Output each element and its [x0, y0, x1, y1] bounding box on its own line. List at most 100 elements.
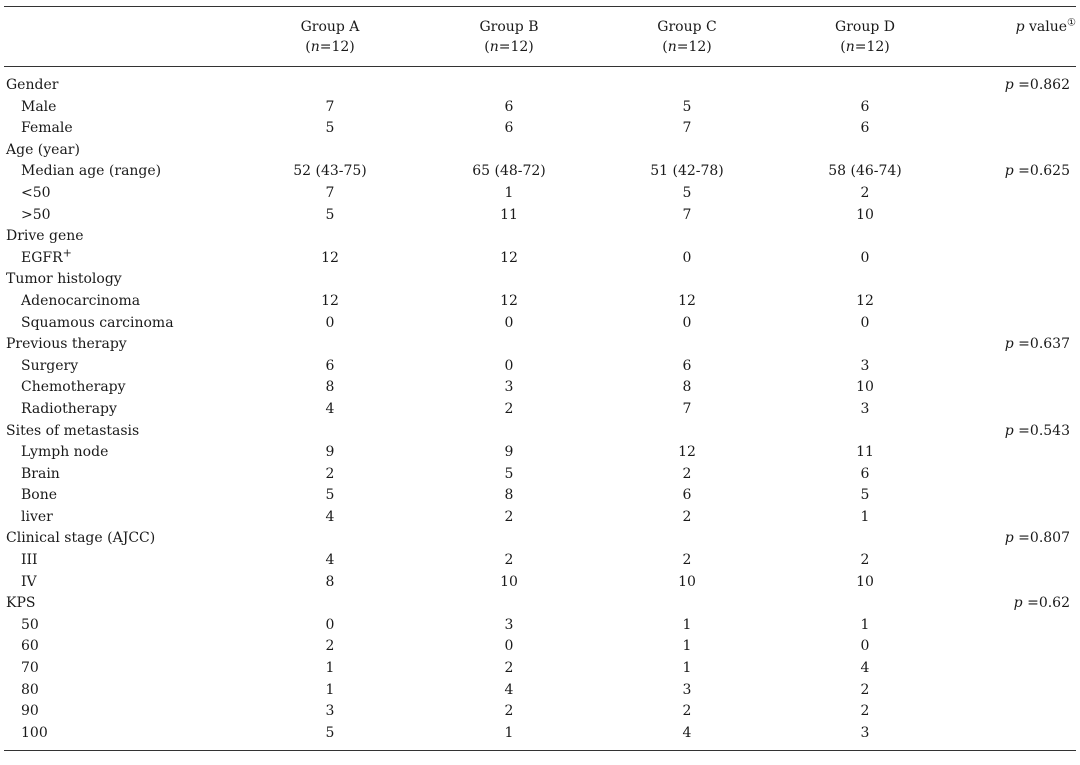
cell-group-c — [598, 593, 776, 615]
cell-p-value — [954, 636, 1076, 658]
cell-group-a: 5 — [325, 120, 335, 137]
cell-group-d: 2 — [860, 552, 870, 569]
cell-group-b: 5 — [504, 465, 514, 482]
cell-group-b: 0 — [504, 638, 514, 655]
footnote-mark: ① — [1067, 17, 1076, 29]
superscript-mark: + — [62, 246, 72, 260]
row-label: Adenocarcinoma — [21, 292, 141, 309]
row-label: 80 — [21, 681, 39, 698]
cell-group-d: 6 — [860, 465, 870, 482]
table-row: Lymph node 9 9 12 11 — [4, 442, 1076, 464]
cell-group-d: 10 — [856, 206, 874, 223]
cell-group-d: 4 — [860, 660, 870, 677]
row-label: liver — [21, 508, 53, 525]
row-label: IV — [21, 573, 37, 590]
cell-group-b: 3 — [504, 616, 514, 633]
table-row: III 4 2 2 2 — [4, 550, 1076, 572]
cell-p-value — [954, 442, 1076, 464]
table-row: Female 5 6 7 6 — [4, 118, 1076, 140]
cell-p-value — [954, 464, 1076, 486]
cell-group-b: 8 — [504, 487, 514, 504]
cell-p-value — [954, 399, 1076, 421]
group-a-count: (n=12) — [305, 39, 355, 55]
cell-group-d: 5 — [860, 487, 870, 504]
cell-group-d: 10 — [856, 573, 874, 590]
cell-group-a — [240, 269, 420, 291]
cell-p-value — [954, 140, 1076, 162]
cell-group-a — [240, 140, 420, 162]
cell-group-c — [598, 528, 776, 550]
cell-group-c — [598, 140, 776, 162]
section-row: Drive gene — [4, 226, 1076, 248]
cell-group-b: 2 — [504, 660, 514, 677]
baseline-characteristics-table-wrapper: Group A (n=12) Group B (n=12) Group C (n… — [4, 0, 1076, 752]
table-row: 100 5 1 4 3 — [4, 722, 1076, 752]
cell-group-c: 1 — [682, 660, 692, 677]
table-row: 90 3 2 2 2 — [4, 701, 1076, 723]
cell-group-c: 2 — [682, 703, 692, 720]
cell-group-c: 5 — [682, 184, 692, 201]
cell-group-a: 8 — [325, 379, 335, 396]
cell-group-c: 6 — [682, 487, 692, 504]
cell-group-b: 2 — [504, 400, 514, 417]
cell-p-value — [954, 291, 1076, 313]
cell-group-b: 2 — [504, 703, 514, 720]
table-row: Surgery 6 0 6 3 — [4, 356, 1076, 378]
cell-p-value — [954, 377, 1076, 399]
cell-group-d: 6 — [860, 98, 870, 115]
cell-group-a: 9 — [325, 444, 335, 461]
cell-group-c — [598, 226, 776, 248]
row-label: III — [21, 552, 38, 569]
cell-group-d — [776, 67, 954, 97]
header-empty-cell — [4, 6, 240, 67]
cell-group-b — [420, 528, 598, 550]
row-label: 60 — [21, 638, 39, 655]
row-label: Squamous carcinoma — [21, 314, 174, 331]
cell-group-d: 1 — [860, 616, 870, 633]
row-label: Lymph node — [21, 444, 109, 461]
cell-group-c: 3 — [682, 681, 692, 698]
section-row: Previous therapy p =0.637 — [4, 334, 1076, 356]
cell-group-c: 1 — [682, 616, 692, 633]
cell-group-a: 12 — [321, 292, 339, 309]
table-header: Group A (n=12) Group B (n=12) Group C (n… — [4, 6, 1076, 67]
cell-group-b: 0 — [504, 357, 514, 374]
cell-group-d: 0 — [860, 638, 870, 655]
section-label: KPS — [6, 595, 36, 612]
row-label: Surgery — [21, 357, 79, 374]
group-d-name: Group D — [835, 19, 895, 35]
cell-group-b: 3 — [504, 379, 514, 396]
cell-group-a: 5 — [325, 206, 335, 223]
table-row: Chemotherapy 8 3 8 10 — [4, 377, 1076, 399]
row-label: 50 — [21, 616, 39, 633]
row-label: Bone — [21, 487, 58, 504]
table-row: 50 0 3 1 1 — [4, 615, 1076, 637]
cell-group-c — [598, 67, 776, 97]
section-row: Clinical stage (AJCC) p =0.807 — [4, 528, 1076, 550]
cell-group-a — [240, 226, 420, 248]
cell-group-c — [598, 269, 776, 291]
row-label: Brain — [21, 465, 60, 482]
cell-group-b: 2 — [504, 552, 514, 569]
cell-group-d: 3 — [776, 722, 954, 752]
table-row: Radiotherapy 4 2 7 3 — [4, 399, 1076, 421]
cell-group-d: 11 — [856, 444, 874, 461]
cell-p-value — [954, 269, 1076, 291]
cell-p-value: p =0.637 — [1004, 336, 1070, 353]
cell-group-d: 1 — [860, 508, 870, 525]
cell-p-value — [954, 507, 1076, 529]
cell-group-a: 52 (43-75) — [293, 163, 367, 180]
cell-p-value — [954, 356, 1076, 378]
cell-group-c: 5 — [682, 98, 692, 115]
table-row: EGFR+ 12 12 0 0 — [4, 246, 1076, 270]
cell-group-a: 6 — [325, 357, 335, 374]
cell-group-b: 10 — [500, 573, 518, 590]
cell-group-c: 12 — [678, 292, 696, 309]
cell-p-value — [954, 615, 1076, 637]
section-row: Age (year) — [4, 140, 1076, 162]
cell-group-c: 6 — [682, 357, 692, 374]
table-body: Gender p =0.862 Male 7 6 5 6 Female 5 6 7 6 Age (yea… — [4, 67, 1076, 752]
cell-group-b: 9 — [504, 444, 514, 461]
cell-group-d — [776, 334, 954, 356]
cell-group-b: 65 (48-72) — [472, 163, 546, 180]
